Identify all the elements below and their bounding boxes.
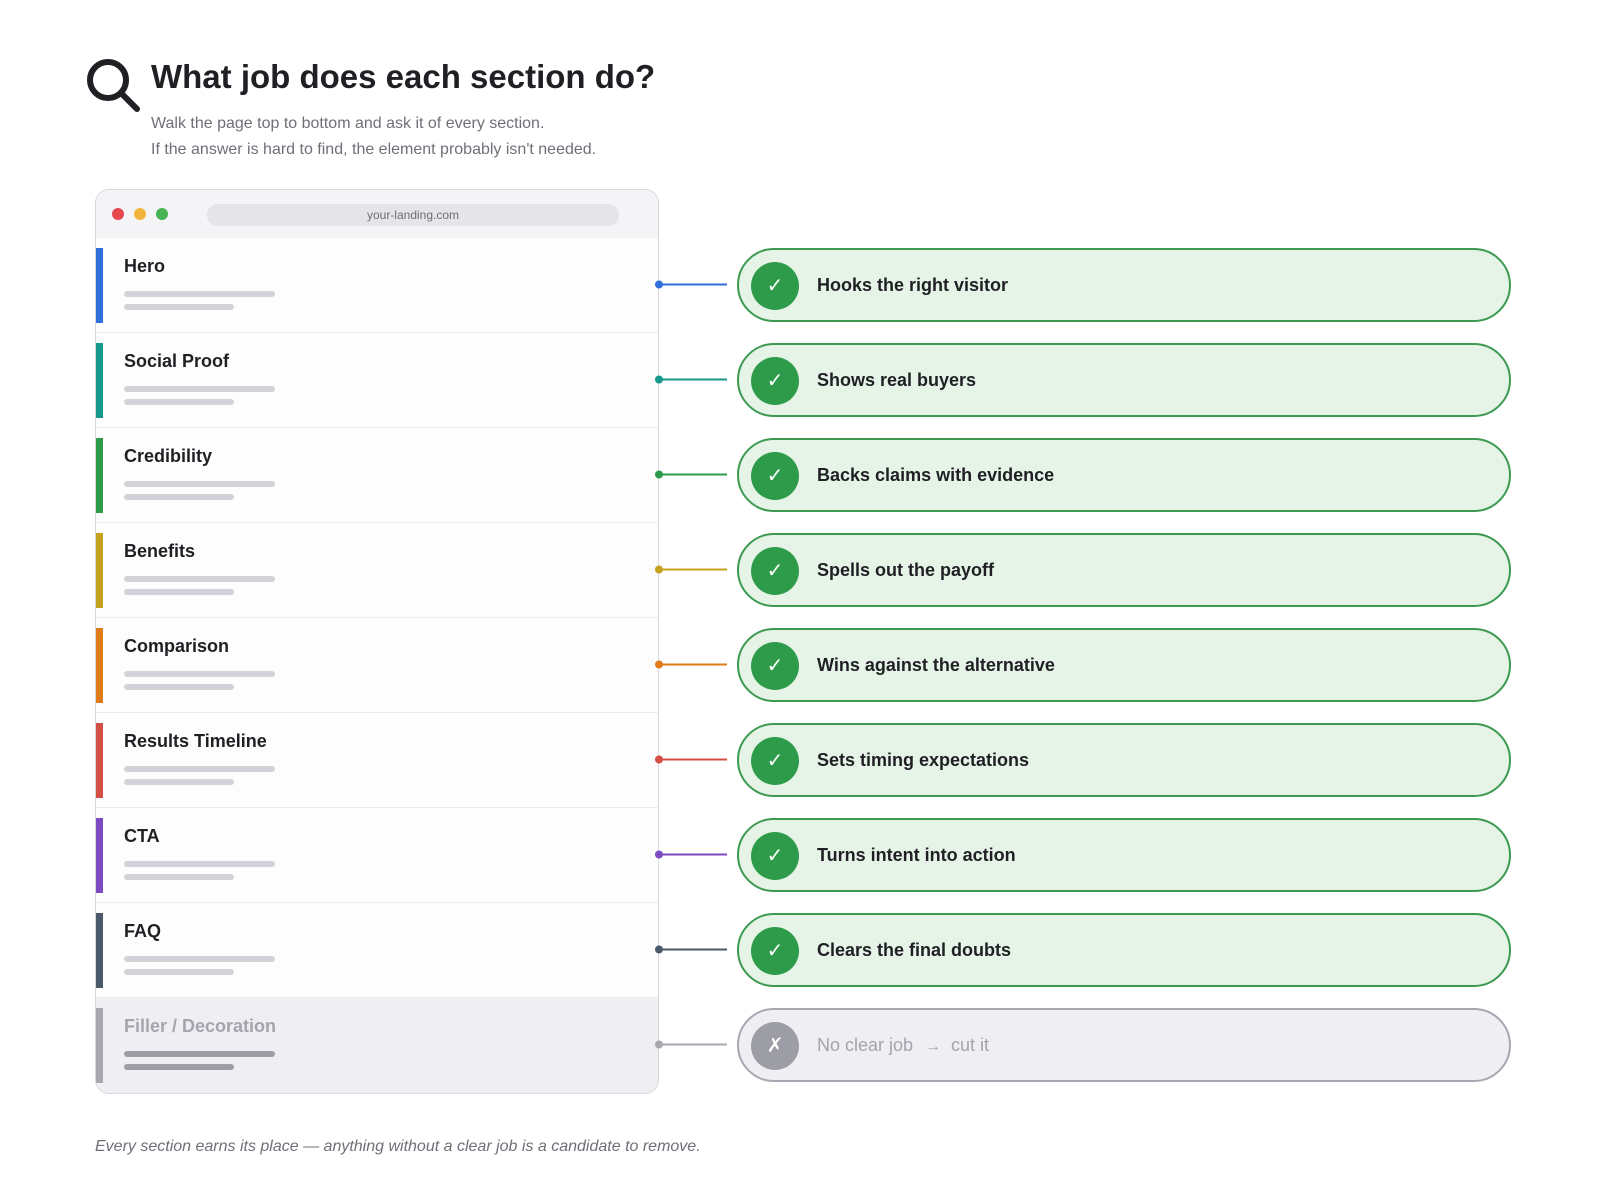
- subtitle-line-2: If the answer is hard to find, the eleme…: [151, 141, 597, 158]
- section-row: Comparison: [96, 618, 658, 713]
- check-icon: ✓: [751, 451, 799, 500]
- job-suffix: cut it: [951, 1034, 990, 1055]
- job-label: Shows real buyers: [817, 369, 977, 390]
- job-pill: ✓ Spells out the payoff: [737, 532, 1511, 607]
- section-color-bar: [96, 343, 103, 418]
- section-row: FAQ: [96, 903, 658, 998]
- section-row: Social Proof: [96, 333, 658, 428]
- placeholder-line: [124, 481, 275, 487]
- section-label: Benefits: [124, 541, 196, 561]
- job-pill: ✓ Shows real buyers: [737, 342, 1511, 417]
- job-label: Wins against the alternative: [817, 654, 1055, 675]
- check-icon: ✓: [751, 356, 799, 405]
- page-title: What job does each section do?: [151, 58, 656, 95]
- check-icon: ✓: [751, 831, 799, 880]
- cross-icon: ✗: [751, 1021, 799, 1070]
- section-row: Hero: [96, 238, 658, 333]
- section-label: Results Timeline: [124, 731, 267, 751]
- placeholder-line: [124, 671, 275, 677]
- magnifier-icon: [87, 59, 140, 112]
- section-color-bar: [96, 248, 103, 323]
- placeholder-line: [124, 399, 234, 405]
- placeholder-line: [124, 589, 234, 595]
- placeholder-line: [124, 576, 275, 582]
- check-icon: ✓: [751, 736, 799, 785]
- job-text: Wins against the alternative: [817, 630, 1055, 700]
- section-row: CTA: [96, 808, 658, 903]
- section-label: Social Proof: [124, 351, 230, 371]
- job-text: Hooks the right visitor: [817, 250, 1008, 320]
- job-pill: ✓ Wins against the alternative: [737, 627, 1511, 702]
- section-row: Filler / Decoration: [96, 998, 658, 1093]
- job-pill: ✓ Sets timing expectations: [737, 722, 1511, 797]
- job-label: No clear job: [817, 1034, 914, 1055]
- section-color-bar: [96, 818, 103, 893]
- job-pill: ✓ Backs claims with evidence: [737, 437, 1511, 512]
- section-row: Benefits: [96, 523, 658, 618]
- section-color-bar: [96, 628, 103, 703]
- maximize-dot-icon: [156, 208, 168, 220]
- job-label: Spells out the payoff: [817, 559, 995, 580]
- section-row: Credibility: [96, 428, 658, 523]
- minimize-dot-icon: [134, 208, 146, 220]
- section-color-bar: [96, 913, 103, 988]
- section-color-bar: [96, 1008, 103, 1083]
- placeholder-line: [124, 684, 234, 690]
- job-text: No clear job → cut it: [817, 1010, 989, 1082]
- placeholder-line: [124, 1051, 275, 1057]
- placeholder-line: [124, 766, 275, 772]
- job-pill: ✓ Hooks the right visitor: [737, 247, 1511, 322]
- subtitle-line-1: Walk the page top to bottom and ask it o…: [151, 115, 545, 132]
- footnote: Every section earns its place — anything…: [95, 1138, 701, 1155]
- check-icon: ✓: [751, 926, 799, 975]
- job-text: Backs claims with evidence: [817, 440, 1054, 510]
- check-icon: ✓: [751, 546, 799, 595]
- placeholder-line: [124, 874, 234, 880]
- job-text: Sets timing expectations: [817, 725, 1029, 795]
- placeholder-line: [124, 956, 275, 962]
- section-label: Credibility: [124, 446, 213, 466]
- placeholder-line: [124, 779, 234, 785]
- check-icon: ✓: [751, 641, 799, 690]
- section-label: Comparison: [124, 636, 230, 656]
- job-text: Turns intent into action: [817, 820, 1016, 890]
- placeholder-line: [124, 1064, 234, 1070]
- section-label: FAQ: [124, 921, 162, 941]
- section-label: Filler / Decoration: [124, 1016, 277, 1036]
- placeholder-line: [124, 861, 275, 867]
- arrow-right-icon: →: [925, 1037, 942, 1055]
- page-subtitle: Walk the page top to bottom and ask it o…: [151, 111, 596, 163]
- job-pill: ✗ No clear job → cut it: [737, 1007, 1511, 1082]
- browser-chrome: your-landing.com: [96, 190, 658, 239]
- job-label: Backs claims with evidence: [817, 464, 1055, 485]
- job-pill: ✓ Clears the final doubts: [737, 912, 1511, 987]
- job-label: Clears the final doubts: [817, 939, 1012, 960]
- section-label: Hero: [124, 256, 166, 276]
- job-text: Spells out the payoff: [817, 535, 994, 605]
- placeholder-line: [124, 494, 234, 500]
- job-text: Clears the final doubts: [817, 915, 1011, 985]
- browser-mockup: your-landing.com Hero Social Proof Credibi…: [95, 189, 659, 1094]
- job-label: Sets timing expectations: [817, 749, 1030, 770]
- placeholder-line: [124, 291, 275, 297]
- section-color-bar: [96, 723, 103, 798]
- check-icon: ✓: [751, 261, 799, 310]
- section-row: Results Timeline: [96, 713, 658, 808]
- job-label: Turns intent into action: [817, 844, 1016, 865]
- job-text: Shows real buyers: [817, 345, 976, 415]
- placeholder-line: [124, 969, 234, 975]
- placeholder-line: [124, 304, 234, 310]
- close-dot-icon: [112, 208, 124, 220]
- section-color-bar: [96, 533, 103, 608]
- placeholder-line: [124, 386, 275, 392]
- job-pill: ✓ Turns intent into action: [737, 817, 1511, 892]
- section-label: CTA: [124, 826, 160, 846]
- section-color-bar: [96, 438, 103, 513]
- address-bar: your-landing.com: [207, 204, 619, 226]
- job-label: Hooks the right visitor: [817, 274, 1009, 295]
